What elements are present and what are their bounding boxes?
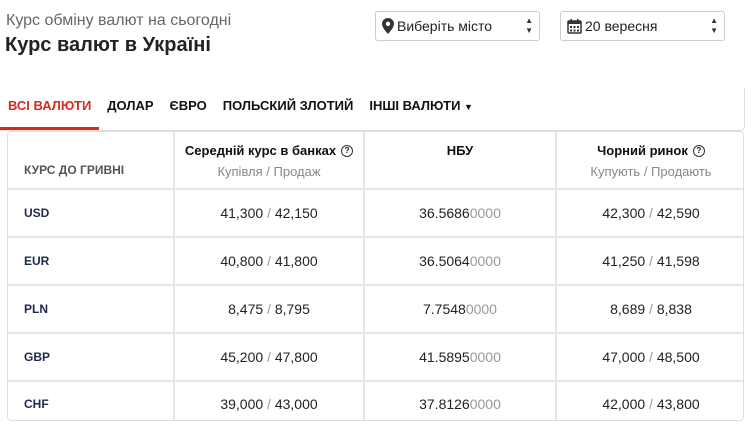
nbu-value: 41.5895 bbox=[419, 349, 470, 365]
header-title: Чорний ринок bbox=[597, 143, 688, 158]
buy-value: 42,300 bbox=[602, 205, 646, 221]
nbu-value: 37.8126 bbox=[419, 396, 470, 412]
help-icon[interactable]: ? bbox=[692, 144, 705, 157]
bank-rate: 8,475 / 8,795 bbox=[175, 286, 363, 332]
currency-code[interactable]: USD bbox=[8, 190, 173, 236]
city-select-value: Виберіть місто bbox=[397, 18, 493, 34]
black-market-rate: 41,250 / 41,598 bbox=[557, 238, 743, 284]
caret-down-icon: ▼ bbox=[464, 102, 473, 112]
currency-tabs: ВСІ ВАЛЮТИ ДОЛАР ЄВРО ПОЛЬСКИЙ ЗЛОТИЙ ІН… bbox=[0, 88, 745, 131]
nbu-trailing-zeros: 0000 bbox=[469, 349, 501, 365]
date-select-value: 20 вересня bbox=[585, 18, 658, 34]
separator: / bbox=[263, 349, 275, 365]
bank-rate: 39,000 / 43,000 bbox=[175, 382, 363, 420]
sell-value: 41,598 bbox=[656, 253, 700, 269]
black-market-rate: 47,000 / 48,500 bbox=[557, 334, 743, 380]
sell-value: 8,838 bbox=[656, 301, 692, 317]
nbu-trailing-zeros: 0000 bbox=[469, 205, 501, 221]
buy-value: 8,475 bbox=[228, 301, 264, 317]
separator: / bbox=[263, 396, 275, 412]
tab-euro[interactable]: ЄВРО bbox=[169, 98, 207, 113]
nbu-rate: 37.8126 0000 bbox=[365, 382, 555, 420]
nbu-trailing-zeros: 0000 bbox=[469, 253, 501, 269]
currency-code[interactable]: EUR bbox=[8, 238, 173, 284]
rates-table: КУРС ДО ГРИВНІ Середній курс в банках? К… bbox=[7, 131, 744, 421]
sell-value: 48,500 bbox=[656, 349, 700, 365]
currency-code[interactable]: CHF bbox=[8, 382, 173, 420]
header-title: НБУ bbox=[446, 143, 474, 158]
buy-value: 42,000 bbox=[602, 396, 646, 412]
buy-value: 40,800 bbox=[220, 253, 264, 269]
separator: / bbox=[263, 205, 275, 221]
page-subtitle: Курс обміну валют на сьогодні bbox=[6, 12, 232, 29]
sell-value: 42,150 bbox=[274, 205, 318, 221]
city-select[interactable]: Виберіть місто ▲ ▼ bbox=[375, 11, 540, 41]
bank-rate: 40,800 / 41,800 bbox=[175, 238, 363, 284]
buy-value: 47,000 bbox=[602, 349, 646, 365]
currency-code[interactable]: GBP bbox=[8, 334, 173, 380]
buy-value: 41,250 bbox=[602, 253, 646, 269]
buy-value: 39,000 bbox=[220, 396, 264, 412]
bank-rate: 41,300 / 42,150 bbox=[175, 190, 363, 236]
separator: / bbox=[645, 205, 657, 221]
nbu-trailing-zeros: 0000 bbox=[465, 301, 497, 317]
separator: / bbox=[645, 253, 657, 269]
header-sub: Купівля / Продаж bbox=[217, 164, 321, 179]
nbu-rate: 36.5686 0000 bbox=[365, 190, 555, 236]
help-icon[interactable]: ? bbox=[341, 144, 354, 157]
sell-value: 41,800 bbox=[274, 253, 318, 269]
buy-value: 8,689 bbox=[610, 301, 646, 317]
header-currency: КУРС ДО ГРИВНІ bbox=[8, 132, 173, 188]
select-arrows-icon: ▲ ▼ bbox=[710, 16, 718, 35]
select-arrows-icon: ▲ ▼ bbox=[525, 16, 533, 35]
currency-code[interactable]: PLN bbox=[8, 286, 173, 332]
separator: / bbox=[645, 396, 657, 412]
nbu-rate: 36.5064 0000 bbox=[365, 238, 555, 284]
black-market-rate: 42,300 / 42,590 bbox=[557, 190, 743, 236]
buy-value: 41,300 bbox=[220, 205, 264, 221]
nbu-value: 36.5064 bbox=[419, 253, 470, 269]
bank-rate: 45,200 / 47,800 bbox=[175, 334, 363, 380]
tab-other-currencies[interactable]: ІНШІ ВАЛЮТИ ▼ bbox=[361, 88, 481, 130]
tab-zloty[interactable]: ПОЛЬСКИЙ ЗЛОТИЙ bbox=[222, 98, 354, 113]
sell-value: 8,795 bbox=[274, 301, 310, 317]
tab-label: ІНШІ ВАЛЮТИ bbox=[369, 98, 461, 113]
sell-value: 43,000 bbox=[274, 396, 318, 412]
map-pin-icon bbox=[382, 18, 394, 34]
separator: / bbox=[263, 301, 275, 317]
separator: / bbox=[645, 301, 657, 317]
nbu-rate: 7.7548 0000 bbox=[365, 286, 555, 332]
header-title: Середній курс в банках bbox=[184, 143, 337, 158]
separator: / bbox=[645, 349, 657, 365]
sell-value: 43,800 bbox=[656, 396, 700, 412]
separator: / bbox=[263, 253, 275, 269]
date-select[interactable]: 20 вересня ▲ ▼ bbox=[560, 11, 725, 41]
header-black-market: Чорний ринок? Купують / Продають bbox=[557, 132, 743, 188]
page-title: Курс валют в Україні bbox=[5, 34, 211, 56]
nbu-rate: 41.5895 0000 bbox=[365, 334, 555, 380]
nbu-value: 7.7548 bbox=[423, 301, 466, 317]
buy-value: 45,200 bbox=[220, 349, 264, 365]
header-sub: Купують / Продають bbox=[590, 164, 712, 179]
header-nbu: НБУ bbox=[365, 132, 555, 188]
header-bank-average: Середній курс в банках? Купівля / Продаж bbox=[175, 132, 363, 188]
nbu-trailing-zeros: 0000 bbox=[469, 396, 501, 412]
sell-value: 47,800 bbox=[274, 349, 318, 365]
black-market-rate: 42,000 / 43,800 bbox=[557, 382, 743, 420]
nbu-value: 36.5686 bbox=[419, 205, 470, 221]
tab-all-currencies[interactable]: ВСІ ВАЛЮТИ bbox=[0, 88, 100, 130]
black-market-rate: 8,689 / 8,838 bbox=[557, 286, 743, 332]
tab-dollar[interactable]: ДОЛАР bbox=[107, 98, 154, 113]
calendar-icon bbox=[567, 18, 582, 34]
sell-value: 42,590 bbox=[656, 205, 700, 221]
